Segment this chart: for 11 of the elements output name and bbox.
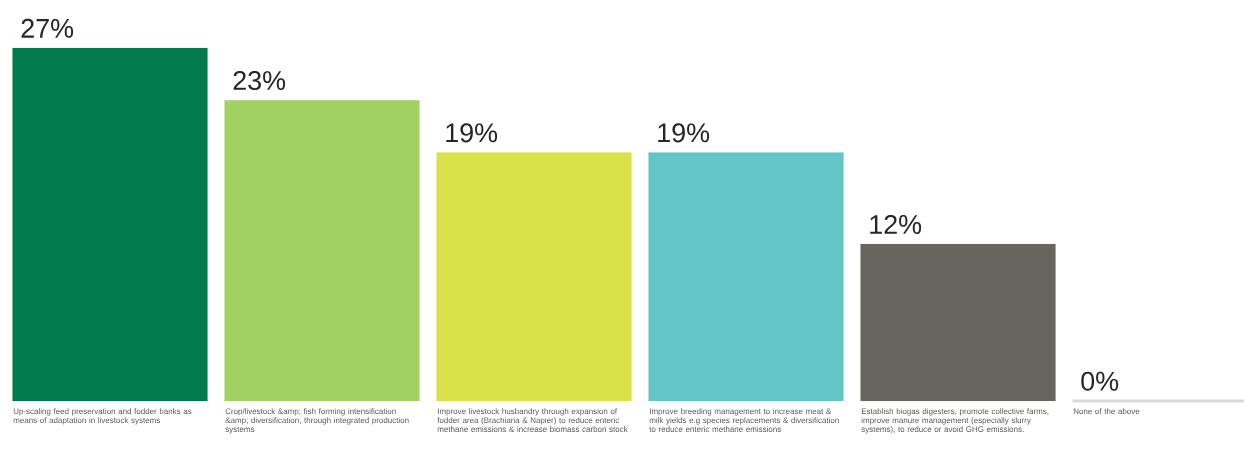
bar: [12, 47, 208, 402]
bar: [224, 100, 420, 402]
data-label: 19%: [658, 123, 710, 143]
data-label: 27%: [21, 18, 74, 38]
data-label: 19%: [446, 123, 498, 143]
bar: [860, 244, 1056, 402]
data-label: 12%: [870, 214, 922, 234]
data-label: 23%: [233, 71, 286, 91]
data-label: 0%: [1081, 371, 1119, 391]
bar: [648, 152, 844, 402]
bar: [436, 152, 632, 402]
